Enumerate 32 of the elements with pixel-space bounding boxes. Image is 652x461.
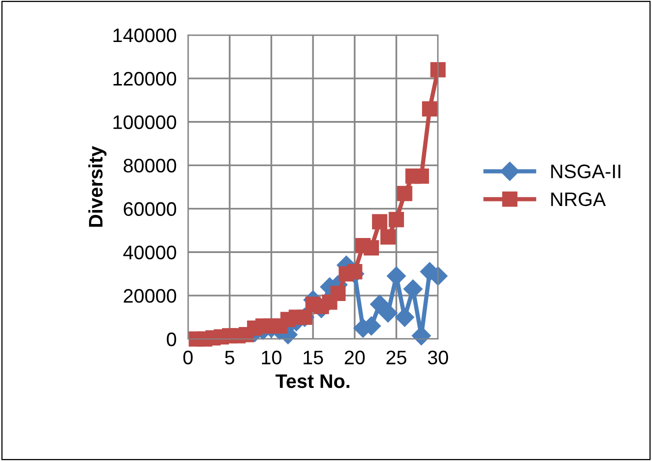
x-tick-label: 10	[262, 350, 282, 364]
y-tick-label: 60000	[124, 202, 176, 216]
point	[297, 310, 312, 325]
point	[397, 186, 412, 202]
y-tick-label: 100000	[113, 115, 176, 130]
x-tick-label: 25	[386, 350, 406, 364]
y-tick-label: 120000	[113, 72, 176, 86]
legend-label: NRGA	[551, 192, 606, 206]
point	[395, 308, 414, 327]
y-axis-title: Diversity	[88, 146, 106, 227]
point	[380, 229, 396, 245]
point	[403, 280, 423, 299]
point	[422, 101, 438, 116]
point	[372, 214, 388, 230]
y-tick-label: 40000	[123, 246, 176, 260]
point	[364, 240, 379, 256]
y-tick-label: 140000	[113, 28, 176, 42]
y-tick-label: 80000	[124, 158, 176, 173]
y-tick-label: 20000	[124, 289, 176, 303]
x-tick-label: 30	[428, 350, 448, 364]
x-tick-label: 5	[225, 350, 234, 364]
point	[347, 264, 362, 280]
legend-label: NSGA-II	[551, 164, 620, 178]
point	[414, 168, 429, 184]
point	[430, 62, 446, 78]
point	[388, 212, 404, 228]
x-tick-label: 15	[304, 350, 323, 364]
point	[330, 286, 346, 302]
x-tick-label: 20	[344, 350, 365, 364]
y-tick-label: 0	[166, 332, 176, 346]
x-axis-title: Test No.	[276, 374, 350, 388]
x-tick-label: 0	[183, 350, 193, 364]
